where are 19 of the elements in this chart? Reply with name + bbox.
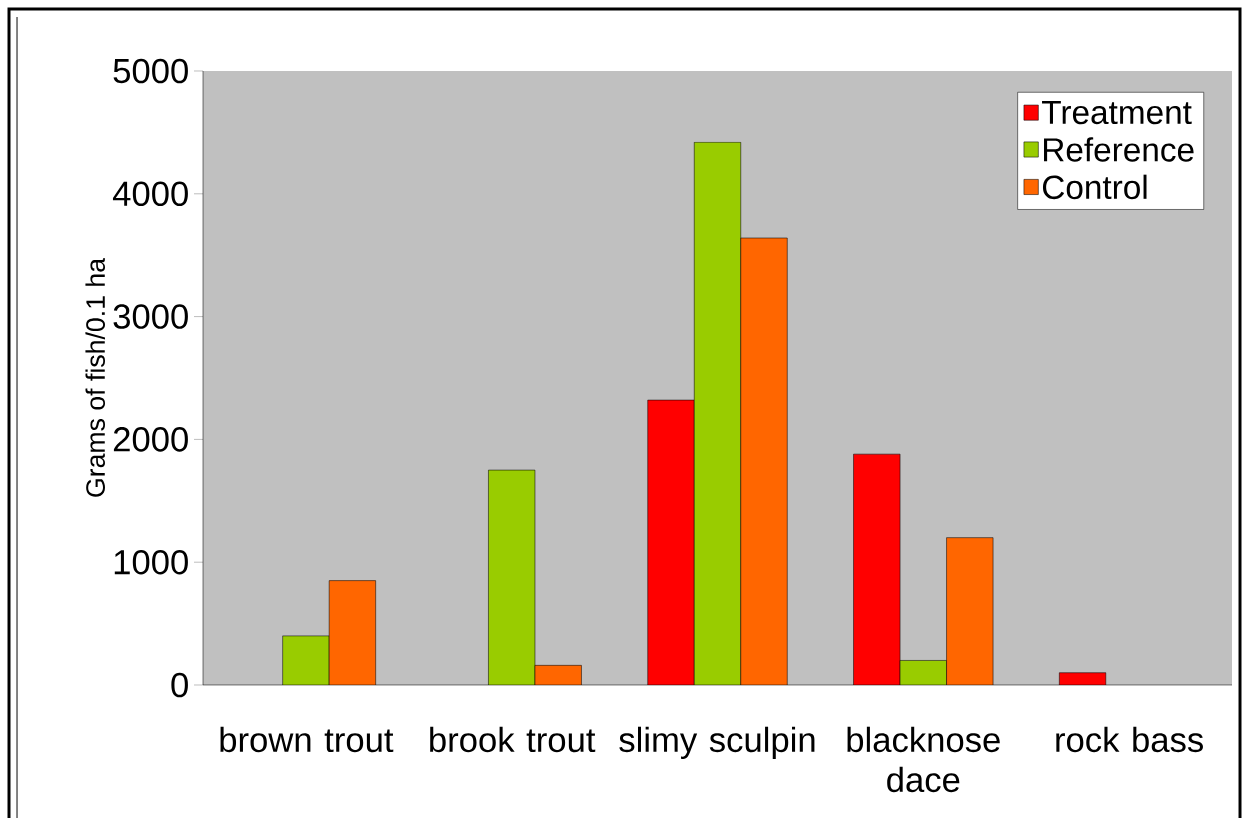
y-axis-title: Grams of fish/0.1 ha <box>85 257 106 497</box>
bar <box>899 660 947 685</box>
bar <box>488 470 535 685</box>
y-tick-label: 5000 <box>113 58 188 84</box>
y-tick-label: 3000 <box>113 304 188 329</box>
x-tick-label: brook trout <box>430 726 596 753</box>
legend-label: Reference <box>1044 137 1194 162</box>
y-tick-label: 0 <box>171 672 188 698</box>
bar <box>694 142 741 685</box>
x-tick-label: brown trout <box>220 726 394 753</box>
legend-label: Treatment <box>1042 100 1192 125</box>
x-tick-label: slimy sculpin <box>619 726 815 760</box>
y-tick-label: 1000 <box>114 549 188 575</box>
bar <box>282 635 330 685</box>
y-tick-label: 2000 <box>113 427 188 452</box>
legend-label: Control <box>1042 174 1147 200</box>
x-tick-label: blacknose dace <box>847 726 1000 793</box>
x-tick-label: rock bass <box>1056 726 1203 753</box>
y-tick-label: 4000 <box>112 181 188 207</box>
